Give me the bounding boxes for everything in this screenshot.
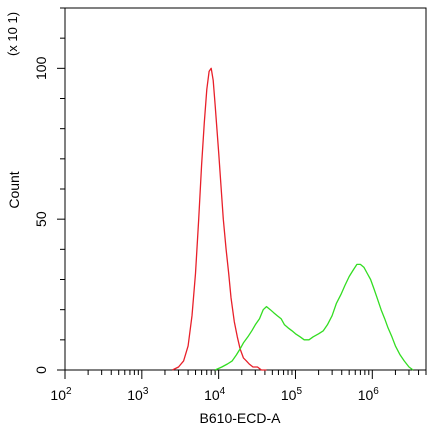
y-tick-label: 100	[33, 56, 49, 80]
x-tick-label: 102	[50, 386, 72, 403]
x-axis-label: B610-ECD-A	[200, 410, 282, 426]
histogram-series-2	[214, 263, 414, 371]
y-scale-multiplier-label: (x 10 1)	[5, 12, 20, 56]
x-tick-label: 104	[204, 386, 226, 403]
x-axis-ticks: 102 103 104 105 106	[50, 370, 427, 403]
y-tick-label: 50	[33, 211, 49, 227]
x-tick-label: 105	[281, 386, 303, 403]
plot-frame	[64, 7, 427, 371]
series-layer	[172, 67, 414, 371]
x-tick-label: 106	[358, 386, 380, 403]
y-tick-label: 0	[33, 366, 49, 374]
plot-area-border	[64, 7, 427, 371]
y-axis-label: Count	[6, 171, 22, 208]
x-tick-label: 103	[127, 386, 149, 403]
y-axis-ticks: 0 50 100	[33, 7, 65, 374]
histogram-series-1	[172, 67, 267, 371]
